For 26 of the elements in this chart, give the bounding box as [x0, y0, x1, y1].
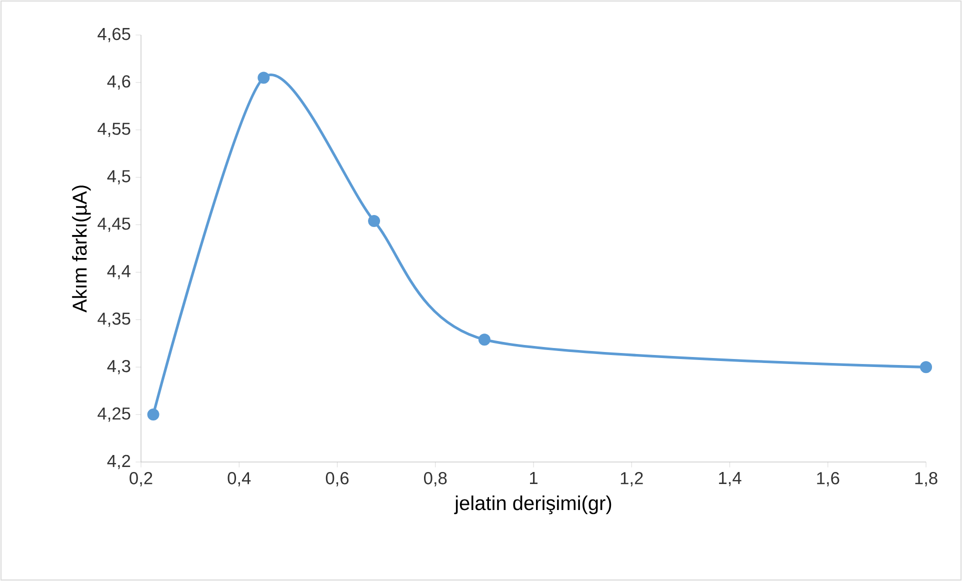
x-tick-label: 1,4: [719, 472, 742, 486]
y-tick-label: 4,3: [107, 360, 130, 374]
x-tick-label: 0,2: [130, 472, 152, 486]
y-axis-title: Akım farkı(µA): [72, 186, 91, 313]
y-tick-label: 4,65: [98, 28, 130, 42]
x-tick-label: 1,6: [817, 472, 840, 486]
point: [920, 361, 932, 374]
point: [147, 408, 160, 421]
x-tick-label: 1: [530, 472, 538, 484]
x-axis-title: jelatin derişimi(gr): [454, 496, 612, 514]
y-tick-label: 4,45: [98, 218, 130, 232]
point: [478, 334, 490, 346]
y-tick-label: 4,2: [107, 454, 130, 470]
y-tick-label: 4,55: [98, 122, 130, 137]
x-tick-label: 0,4: [228, 472, 251, 486]
x-tick-label: 0,6: [326, 472, 349, 486]
y-tick-label: 4,25: [98, 407, 130, 422]
x-tick-label: 1,8: [915, 472, 938, 486]
y-tick-label: 4,4: [107, 265, 130, 280]
y-tick-label: 4,35: [98, 312, 130, 327]
point: [368, 214, 380, 227]
x-tick-label: 1,2: [620, 472, 643, 486]
y-tick-label: 4,5: [107, 170, 130, 184]
y-tick-label: 4,6: [107, 75, 130, 90]
point: [258, 72, 270, 84]
x-tick-label: 0,8: [424, 472, 447, 486]
